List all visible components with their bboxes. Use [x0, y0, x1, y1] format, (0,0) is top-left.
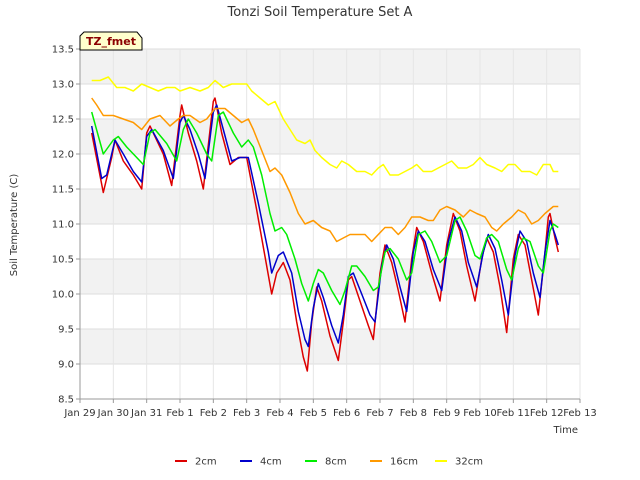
x-tick-label: Feb 12 — [530, 408, 564, 419]
x-tick-label: Feb 11 — [497, 408, 531, 419]
y-tick-label: 9.0 — [58, 360, 74, 371]
chart-title: Tonzi Soil Temperature Set A — [227, 5, 413, 20]
legend-label: 16cm — [390, 457, 418, 468]
x-tick-label: Feb 8 — [400, 408, 427, 419]
x-tick-label: Jan 31 — [130, 408, 162, 419]
y-tick-label: 12.0 — [52, 150, 74, 161]
plot-band — [80, 84, 580, 119]
plot-band — [80, 364, 580, 399]
legend-label: 2cm — [195, 457, 217, 468]
x-tick-label: Feb 6 — [333, 408, 360, 419]
x-tick-label: Feb 5 — [300, 408, 327, 419]
legend-item-4cm: 4cm — [240, 457, 282, 468]
y-tick-label: 10.5 — [52, 255, 74, 266]
axes: 8.5 9.0 9.5 10.0 10.5 11.0 11.5 12.0 12.5 13.0 13.… — [52, 45, 597, 420]
y-tick-label: 12.5 — [52, 115, 74, 126]
legend-label: 32cm — [455, 457, 483, 468]
x-tick-label: Jan 30 — [97, 408, 129, 419]
y-tick-label: 13.0 — [52, 80, 74, 91]
x-tick-label: Feb 9 — [433, 408, 460, 419]
series-line-2cm — [90, 97, 560, 372]
y-tick-label: 11.0 — [52, 220, 74, 231]
legend-label: 8cm — [325, 457, 347, 468]
legend-item-16cm: 16cm — [370, 457, 418, 468]
plot-band — [80, 154, 580, 189]
series-line-16cm — [91, 97, 559, 243]
x-tick-label: Feb 10 — [463, 408, 497, 419]
legend-item-2cm: 2cm — [175, 457, 217, 468]
y-tick-label: 13.5 — [52, 45, 74, 56]
x-tick-label: Jan 29 — [63, 408, 95, 419]
legend-item-32cm: 32cm — [435, 457, 483, 468]
plot-band — [80, 49, 580, 84]
x-tick-label: Feb 1 — [166, 408, 193, 419]
site-badge-box — [79, 31, 143, 51]
x-tick-label: Feb 4 — [266, 408, 293, 419]
y-axis-label: Soil Temperature (C) — [9, 174, 20, 277]
legend: 2cm 4cm 8cm 16cm 32cm — [175, 457, 483, 468]
y-tick-label: 8.5 — [58, 395, 74, 406]
y-tick-label: 9.5 — [58, 325, 74, 336]
legend-label: 4cm — [260, 457, 282, 468]
x-tick-label: Feb 3 — [233, 408, 260, 419]
y-tick-label: 11.5 — [52, 185, 74, 196]
x-axis-label: Time — [553, 425, 578, 436]
series-line-8cm — [90, 111, 559, 306]
series-line-32cm — [91, 76, 559, 176]
site-badge: TZ_fmet — [79, 31, 143, 51]
series-line-4cm — [90, 104, 560, 348]
legend-item-8cm: 8cm — [305, 457, 347, 468]
site-badge-label: TZ_fmet — [86, 35, 136, 48]
plot-band — [80, 119, 580, 154]
x-tick-label: Feb 13 — [563, 408, 597, 419]
x-tick-label: Feb 2 — [200, 408, 227, 419]
plot-band — [80, 189, 580, 224]
x-tick-label: Feb 7 — [366, 408, 393, 419]
plot-band — [80, 224, 580, 259]
plot-band — [80, 294, 580, 329]
series-layer — [90, 76, 560, 372]
y-tick-label: 10.0 — [52, 290, 74, 301]
